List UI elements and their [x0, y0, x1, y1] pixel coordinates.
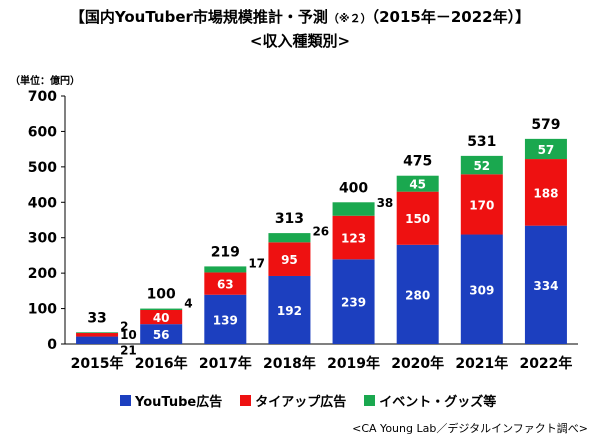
data-label: 188: [533, 186, 558, 200]
y-tick-label: 300: [28, 231, 57, 247]
bar-segment-events-goods: [396, 175, 439, 192]
bar-segment-tieup-ads: [524, 159, 567, 226]
bar-segment-youtube-ads: [76, 336, 119, 344]
bar-segment-events-goods: [524, 138, 567, 160]
data-label: 309: [469, 283, 494, 297]
legend-item-events-goods: イベント・グッズ等: [364, 391, 496, 410]
legend-swatch-tieup-ads: [240, 395, 252, 406]
stacked-bar-chart: 010020030040050060070021102332015年564041…: [28, 89, 578, 372]
data-label: 95: [281, 253, 298, 267]
y-tick-label: 200: [28, 266, 57, 282]
data-label: 52: [473, 159, 490, 173]
y-tick-label: 500: [28, 160, 57, 176]
total-label: 400: [339, 180, 368, 196]
data-label: 56: [153, 328, 170, 342]
legend-item-youtube-ads: YouTube広告: [120, 391, 222, 410]
y-tick-label: 600: [28, 124, 57, 140]
legend-item-tieup-ads: タイアップ広告: [240, 391, 346, 410]
x-tick-label: 2022年: [519, 355, 572, 372]
data-label: 17: [248, 256, 265, 270]
data-label: 26: [312, 225, 329, 239]
bar-segment-events-goods: [76, 332, 119, 334]
total-label: 531: [467, 134, 496, 150]
legend-swatch-events-goods: [364, 395, 376, 406]
bar-segment-youtube-ads: [268, 275, 311, 344]
bar-segment-youtube-ads: [140, 324, 183, 344]
bar-segment-youtube-ads: [332, 259, 375, 344]
data-label: 139: [213, 313, 238, 327]
bar-segment-events-goods: [140, 308, 183, 310]
unit-label: （単位：億円）: [10, 76, 80, 87]
source-note: <CA Young Lab／デジタルインファクト調べ>: [352, 422, 588, 435]
bar-segment-tieup-ads: [332, 215, 375, 260]
x-tick-label: 2020年: [391, 355, 444, 372]
bar-segment-tieup-ads: [460, 174, 503, 235]
data-label: 239: [341, 296, 366, 310]
y-tick-label: 0: [47, 337, 57, 353]
data-label: 38: [377, 196, 394, 210]
bar-segment-tieup-ads: [268, 242, 311, 276]
chart-title: 【国内YouTuber市場規模推計・予測（※２）（2015年－2022年）】: [69, 8, 531, 26]
total-label: 219: [211, 244, 240, 260]
total-label: 33: [87, 310, 106, 326]
bar-segment-youtube-ads: [204, 294, 247, 344]
legend: YouTube広告 タイアップ広告 イベント・グッズ等: [120, 391, 496, 410]
data-label: 10: [120, 328, 137, 342]
data-label: 170: [469, 198, 494, 212]
bar-segment-events-goods: [332, 202, 375, 216]
data-label: 280: [405, 288, 430, 302]
y-tick-label: 400: [28, 195, 57, 211]
data-label: 40: [153, 311, 170, 325]
y-tick-label: 700: [28, 89, 57, 105]
x-tick-label: 2021年: [455, 355, 508, 372]
chart-subtitle: <収入種類別>: [249, 32, 351, 50]
bar-segment-youtube-ads: [460, 234, 503, 344]
bar-segment-tieup-ads: [396, 191, 439, 245]
y-tick-label: 100: [28, 302, 57, 318]
data-label: 21: [120, 343, 137, 357]
total-label: 579: [531, 117, 560, 133]
data-label: 123: [341, 232, 366, 246]
bar-segment-youtube-ads: [524, 225, 567, 344]
legend-swatch-youtube-ads: [120, 395, 131, 406]
total-label: 100: [147, 287, 176, 303]
legend-label-events-goods: イベント・グッズ等: [379, 395, 497, 410]
title-period: （2015年－2022年）】: [371, 8, 531, 26]
bar-segment-tieup-ads: [204, 272, 247, 295]
bar-segment-events-goods: [268, 233, 311, 243]
data-label: 45: [409, 178, 426, 192]
data-label: 150: [405, 212, 430, 226]
title-note: （※２）: [327, 12, 372, 25]
x-tick-label: 2019年: [327, 355, 380, 372]
x-tick-label: 2015年: [71, 355, 124, 372]
data-label: 63: [217, 278, 234, 292]
legend-label-youtube-ads: YouTube広告: [135, 395, 223, 410]
total-label: 475: [403, 154, 432, 170]
bar-segment-tieup-ads: [140, 309, 183, 325]
data-label: 4: [184, 296, 192, 310]
total-label: 313: [275, 211, 304, 227]
x-tick-label: 2018年: [263, 355, 316, 372]
x-tick-label: 2016年: [135, 355, 188, 372]
bar-segment-events-goods: [460, 155, 503, 175]
x-tick-label: 2017年: [199, 355, 252, 372]
legend-label-tieup-ads: タイアップ広告: [255, 395, 347, 410]
bar-segment-tieup-ads: [76, 333, 119, 337]
data-label: 2: [120, 320, 128, 334]
data-label: 57: [538, 143, 555, 157]
data-label: 334: [533, 279, 558, 293]
data-label: 192: [277, 304, 302, 318]
bar-segment-events-goods: [204, 266, 247, 273]
bar-segment-youtube-ads: [396, 244, 439, 344]
